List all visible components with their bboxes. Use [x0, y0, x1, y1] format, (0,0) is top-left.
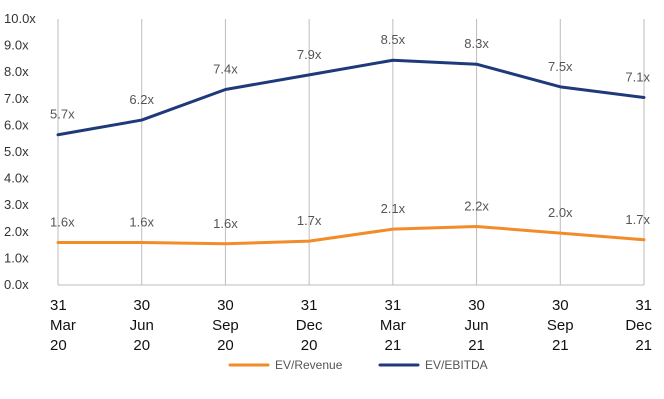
legend-ev-ebitda-label: EV/EBITDA: [425, 358, 488, 372]
data-label-0-3: 1.7x: [297, 213, 322, 228]
data-label-1-7: 7.1x: [625, 69, 650, 84]
x-tick-label: 31 Mar 20: [50, 297, 76, 354]
data-label-1-1: 6.2x: [129, 92, 154, 107]
y-axis: 0.0x 1.0x 2.0x 3.0x 4.0x 5.0x 6.0x 7.0x 8.0x 9.0x…: [4, 11, 36, 292]
x-tick-label: 31 Dec 20: [296, 297, 323, 354]
data-label-0-2: 1.6x: [213, 216, 238, 231]
legend: EV/Revenue EV/EBITDA: [228, 358, 488, 372]
x-tick-label: 31 Mar 21: [380, 297, 406, 354]
y-tick-label: 7.0x: [4, 91, 29, 106]
y-tick-label: 9.0x: [4, 38, 29, 53]
data-label-0-4: 2.1x: [381, 201, 406, 216]
y-tick-label: 8.0x: [4, 64, 29, 79]
data-label-1-6: 7.5x: [548, 59, 573, 74]
x-axis: 31 Mar 20 30 Jun 20 30 Sep 20 31 Dec 20 31 Mar 21 30 Jun…: [50, 284, 652, 354]
data-label-0-6: 2.0x: [548, 205, 573, 220]
legend-ev-revenue-label: EV/Revenue: [275, 358, 343, 372]
y-tick-label: 1.0x: [4, 250, 29, 265]
data-label-1-2: 7.4x: [213, 61, 238, 76]
data-label-1-4: 8.5x: [381, 32, 406, 47]
data-label-0-0: 1.6x: [50, 214, 75, 229]
y-tick-label: 5.0x: [4, 144, 29, 159]
x-tick-label: 30 Sep 21: [547, 297, 574, 354]
data-label-1-5: 8.3x: [464, 36, 489, 51]
y-tick-label: 4.0x: [4, 171, 29, 186]
y-tick-label: 2.0x: [4, 224, 29, 239]
y-tick-label: 10.0x: [4, 11, 36, 26]
y-tick-label: 6.0x: [4, 117, 29, 132]
x-tick-label: 30 Jun 21: [464, 297, 488, 354]
data-label-1-3: 7.9x: [297, 47, 322, 62]
x-tick-label: 30 Jun 20: [130, 297, 154, 354]
data-label-0-5: 2.2x: [464, 198, 489, 213]
y-tick-label: 3.0x: [4, 197, 29, 212]
x-tick-label: 31 Dec 21: [625, 297, 652, 354]
data-label-0-7: 1.7x: [625, 212, 650, 227]
x-tick-label: 30 Sep 20: [212, 297, 239, 354]
data-label-1-0: 5.7x: [50, 107, 75, 122]
y-tick-label: 0.0x: [4, 277, 29, 292]
data-labels: 1.6x 1.6x 1.6x 1.7x 2.1x 2.2x 2.0x 1.7x 5.7x 6.2x…: [50, 32, 650, 231]
series-line-1: [56, 58, 646, 137]
series-line-0: [56, 224, 646, 246]
data-label-0-1: 1.6x: [129, 214, 154, 229]
series-lines: [56, 58, 646, 246]
